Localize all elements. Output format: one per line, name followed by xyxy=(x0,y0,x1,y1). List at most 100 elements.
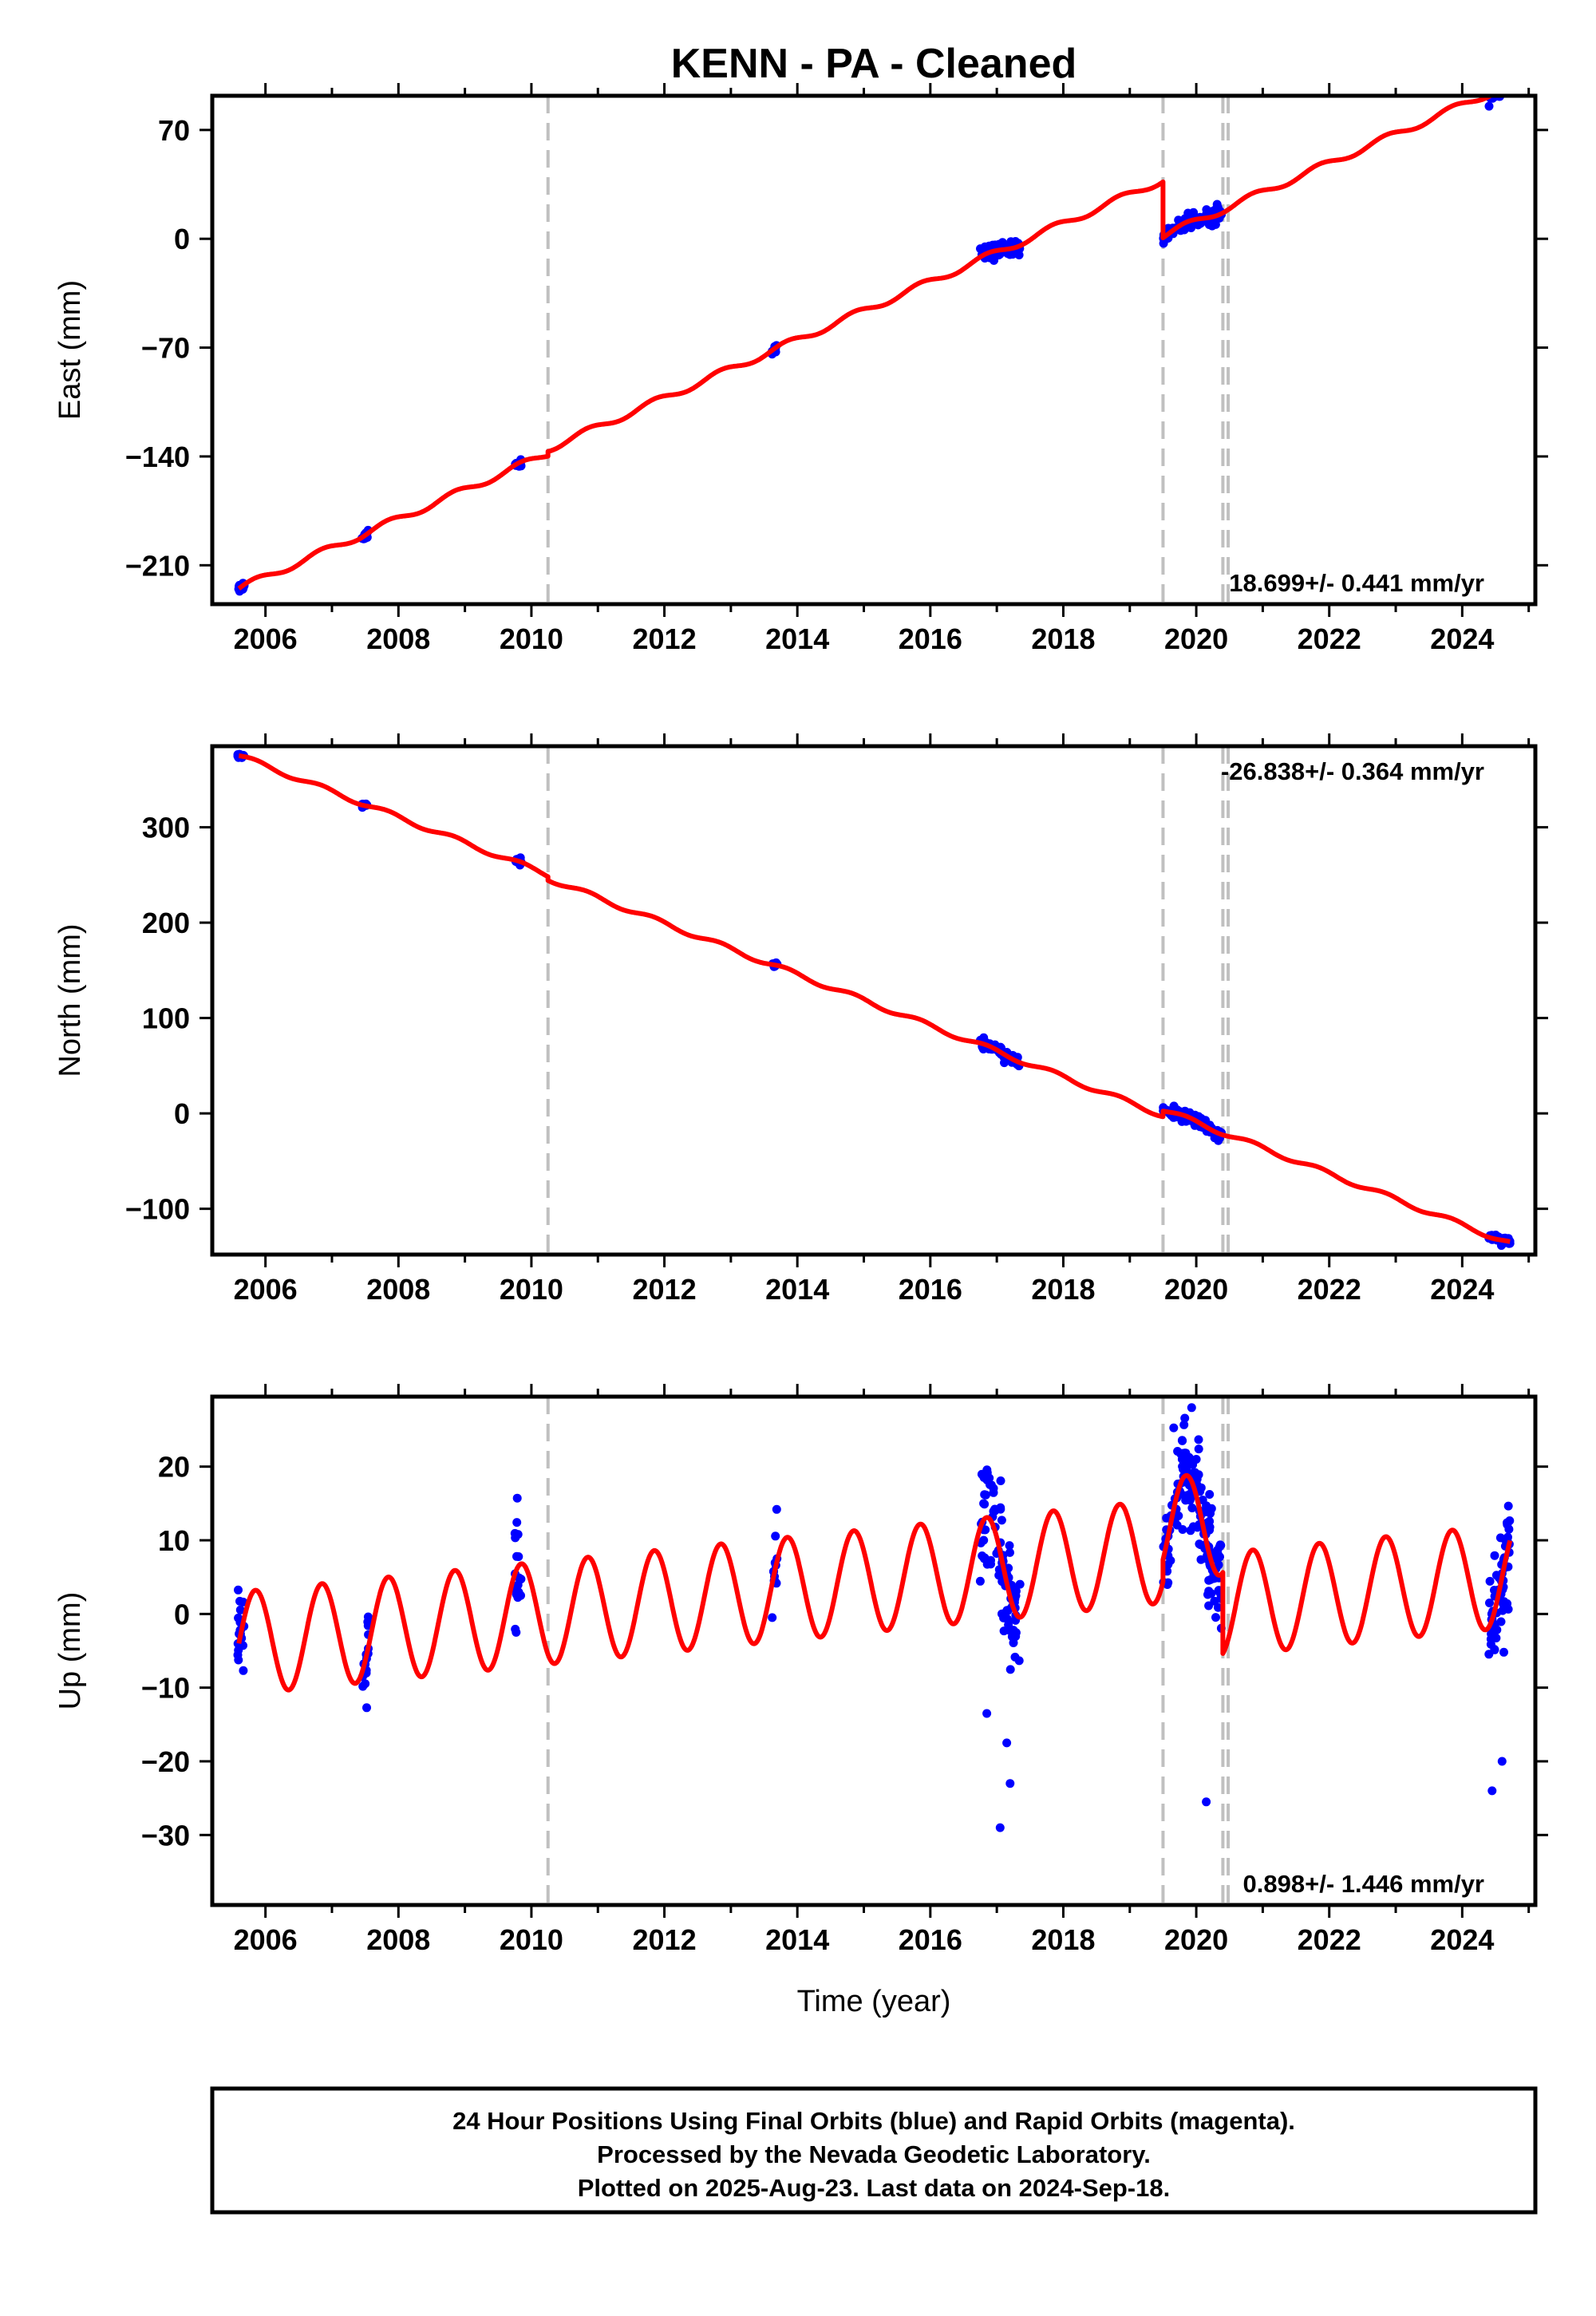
y-tick-label: 70 xyxy=(158,114,190,147)
data-point xyxy=(980,1500,990,1509)
x-tick-label: 2022 xyxy=(1298,622,1361,655)
outlier-point xyxy=(1202,1797,1211,1807)
data-point xyxy=(1004,1620,1013,1630)
data-point xyxy=(1504,81,1513,90)
data-point xyxy=(234,1655,243,1665)
x-tick-label: 2012 xyxy=(633,1923,697,1956)
x-tick-label: 2024 xyxy=(1430,1923,1494,1956)
data-point xyxy=(1166,1555,1175,1565)
data-point xyxy=(1191,1472,1200,1481)
data-point xyxy=(1503,84,1512,93)
data-point xyxy=(1495,86,1503,95)
y-tick-label: −210 xyxy=(125,549,190,582)
outlier-point xyxy=(1005,1779,1015,1788)
data-point xyxy=(999,1626,1009,1636)
data-point xyxy=(986,1480,996,1490)
velocity-rate-label: -26.838+/- 0.364 mm/yr xyxy=(1221,757,1484,785)
outlier-point xyxy=(995,1823,1005,1832)
data-point xyxy=(1500,79,1509,88)
data-points xyxy=(234,76,1513,596)
model-fit-line xyxy=(237,96,1495,591)
velocity-rate-label: 0.898+/- 1.446 mm/yr xyxy=(1243,1870,1484,1898)
data-point xyxy=(1499,83,1508,92)
data-point xyxy=(512,1493,522,1503)
data-point xyxy=(982,1468,992,1477)
footer-box: 24 Hour Positions Using Final Orbits (bl… xyxy=(210,2086,1538,2215)
y-tick-label: −20 xyxy=(141,1745,190,1778)
x-tick-label: 2010 xyxy=(500,1923,563,1956)
data-point xyxy=(1206,1508,1215,1518)
x-tick-label: 2018 xyxy=(1031,622,1095,655)
data-point xyxy=(1169,1423,1179,1433)
x-tick-label: 2022 xyxy=(1298,1273,1361,1306)
data-point xyxy=(1495,83,1503,92)
data-point xyxy=(1495,83,1504,92)
y-axis-label: Up (mm) xyxy=(53,1592,87,1710)
data-point xyxy=(1497,83,1506,92)
x-tick-label: 2014 xyxy=(765,622,829,655)
plot-frame xyxy=(210,1394,1538,1907)
outlier-point xyxy=(1187,1403,1196,1413)
data-point xyxy=(1206,1575,1215,1584)
data-point xyxy=(363,1617,373,1626)
x-tick-label: 2010 xyxy=(500,622,563,655)
x-tick-label: 2006 xyxy=(234,622,298,655)
outlier-point xyxy=(1002,1738,1012,1748)
data-point xyxy=(1500,83,1509,92)
data-point xyxy=(1499,81,1507,89)
x-tick-label: 2014 xyxy=(765,1273,829,1306)
data-point xyxy=(1496,85,1505,94)
data-point xyxy=(1484,85,1493,93)
outlier-point xyxy=(512,1627,521,1637)
y-tick-label: −70 xyxy=(141,332,190,365)
data-point xyxy=(1189,207,1199,217)
data-point xyxy=(1187,1504,1197,1512)
x-tick-label: 2016 xyxy=(899,622,962,655)
data-point xyxy=(1212,200,1222,209)
data-point xyxy=(1205,1490,1215,1499)
data-point xyxy=(358,1682,368,1691)
data-point xyxy=(1014,1656,1024,1666)
x-tick-label: 2018 xyxy=(1031,1923,1095,1956)
x-tick-label: 2020 xyxy=(1164,1923,1228,1956)
data-point xyxy=(1484,101,1494,111)
data-points xyxy=(233,749,1515,1251)
x-tick-label: 2008 xyxy=(366,622,430,655)
data-point xyxy=(1181,1466,1191,1476)
footer-line-2: Processed by the Nevada Geodetic Laborat… xyxy=(597,2140,1151,2168)
y-tick-label: 100 xyxy=(142,1002,190,1035)
data-point xyxy=(990,1504,1000,1514)
data-point xyxy=(1490,82,1499,91)
data-point xyxy=(1194,1445,1203,1454)
data-point xyxy=(1487,85,1495,93)
data-point xyxy=(978,1551,987,1560)
y-tick-label: −30 xyxy=(141,1819,190,1852)
x-tick-label: 2008 xyxy=(366,1273,430,1306)
data-point xyxy=(512,1551,521,1561)
data-point xyxy=(1499,81,1508,90)
x-tick-label: 2006 xyxy=(234,1273,298,1306)
data-point xyxy=(234,1585,243,1595)
y-tick-label: −140 xyxy=(125,441,190,473)
outlier-point xyxy=(1497,1757,1507,1766)
data-point xyxy=(1015,1579,1025,1589)
data-point xyxy=(1485,1599,1494,1607)
x-tick-label: 2014 xyxy=(765,1923,829,1956)
data-point xyxy=(1000,1608,1009,1618)
data-point xyxy=(1503,76,1511,85)
data-point xyxy=(1179,1420,1189,1429)
data-point xyxy=(1005,1547,1014,1557)
data-point xyxy=(1184,1452,1194,1462)
data-point xyxy=(772,1504,781,1514)
data-point xyxy=(1204,1587,1214,1596)
data-point xyxy=(975,1576,985,1586)
x-tick-label: 2008 xyxy=(366,1923,430,1956)
data-point xyxy=(1497,82,1506,91)
data-points xyxy=(233,1403,1515,1832)
x-tick-label: 2024 xyxy=(1430,1273,1494,1306)
x-tick-label: 2020 xyxy=(1164,622,1228,655)
data-point xyxy=(1204,1601,1214,1611)
plot-frame xyxy=(210,744,1538,1257)
data-point xyxy=(1009,1626,1018,1635)
x-tick-label: 2016 xyxy=(899,1273,962,1306)
